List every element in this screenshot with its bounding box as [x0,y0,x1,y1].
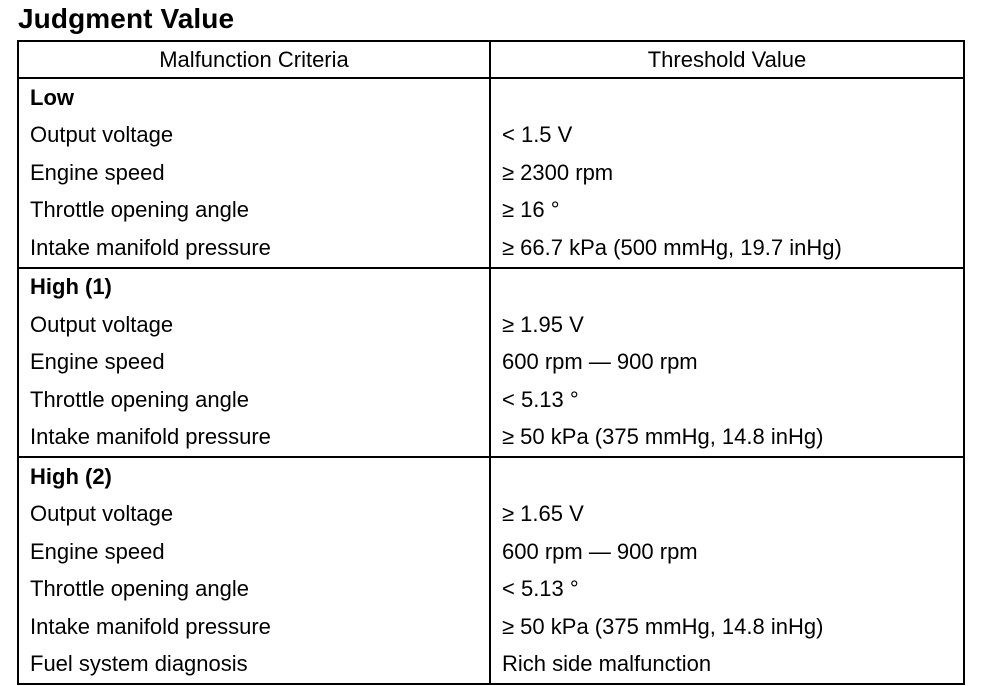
group-value-empty [489,457,965,496]
criteria-cell: Output voltage [17,116,491,154]
table-row: Output voltage ≥ 1.95 V [17,306,965,344]
threshold-cell: 600 rpm — 900 rpm [489,533,965,571]
criteria-cell: Output voltage [17,495,491,533]
header-malfunction-criteria: Malfunction Criteria [17,40,491,79]
group-label: Low [17,78,491,117]
group-header-row: High (1) [17,267,965,306]
threshold-cell: ≥ 50 kPa (375 mmHg, 14.8 inHg) [489,418,965,457]
criteria-cell: Engine speed [17,343,491,381]
table-row: Engine speed ≥ 2300 rpm [17,154,965,192]
threshold-cell: ≥ 1.65 V [489,495,965,533]
threshold-cell: < 5.13 ° [489,381,965,419]
table-row: Engine speed 600 rpm — 900 rpm [17,343,965,381]
group-high-1: High (1) Output voltage ≥ 1.95 V Engine … [17,267,965,457]
criteria-cell: Intake manifold pressure [17,418,491,457]
group-value-empty [489,267,965,306]
threshold-cell: ≥ 1.95 V [489,306,965,344]
header-threshold-value: Threshold Value [489,40,965,79]
table-row: Fuel system diagnosis Rich side malfunct… [17,645,965,684]
table-header-row: Malfunction Criteria Threshold Value [17,40,965,79]
criteria-cell: Throttle opening angle [17,570,491,608]
threshold-cell: 600 rpm — 900 rpm [489,343,965,381]
criteria-cell: Throttle opening angle [17,381,491,419]
criteria-cell: Throttle opening angle [17,191,491,229]
group-label: High (2) [17,457,491,496]
page-title: Judgment Value [18,3,235,34]
threshold-cell: ≥ 50 kPa (375 mmHg, 14.8 inHg) [489,608,965,646]
criteria-cell: Engine speed [17,154,491,192]
criteria-cell: Output voltage [17,306,491,344]
table-row: Throttle opening angle < 5.13 ° [17,381,965,419]
criteria-cell: Intake manifold pressure [17,229,491,268]
threshold-cell: < 5.13 ° [489,570,965,608]
group-high-2: High (2) Output voltage ≥ 1.65 V Engine … [17,457,965,684]
judgment-value-table: Malfunction Criteria Threshold Value Low… [17,40,965,685]
table-row: Output voltage < 1.5 V [17,116,965,154]
group-label: High (1) [17,267,491,306]
table-row: Intake manifold pressure ≥ 50 kPa (375 m… [17,418,965,457]
table-row: Output voltage ≥ 1.65 V [17,495,965,533]
threshold-cell: ≥ 2300 rpm [489,154,965,192]
table-row: Intake manifold pressure ≥ 66.7 kPa (500… [17,229,965,268]
threshold-cell: Rich side malfunction [489,645,965,684]
threshold-cell: ≥ 66.7 kPa (500 mmHg, 19.7 inHg) [489,229,965,268]
criteria-cell: Intake manifold pressure [17,608,491,646]
group-value-empty [489,78,965,117]
table-row: Intake manifold pressure ≥ 50 kPa (375 m… [17,608,965,646]
group-low: Low Output voltage < 1.5 V Engine speed … [17,78,965,268]
table-row: Throttle opening angle < 5.13 ° [17,570,965,608]
table-row: Throttle opening angle ≥ 16 ° [17,191,965,229]
group-header-row: High (2) [17,457,965,496]
table-row: Engine speed 600 rpm — 900 rpm [17,533,965,571]
threshold-cell: < 1.5 V [489,116,965,154]
threshold-cell: ≥ 16 ° [489,191,965,229]
criteria-cell: Engine speed [17,533,491,571]
group-header-row: Low [17,78,965,117]
criteria-cell: Fuel system diagnosis [17,645,491,684]
